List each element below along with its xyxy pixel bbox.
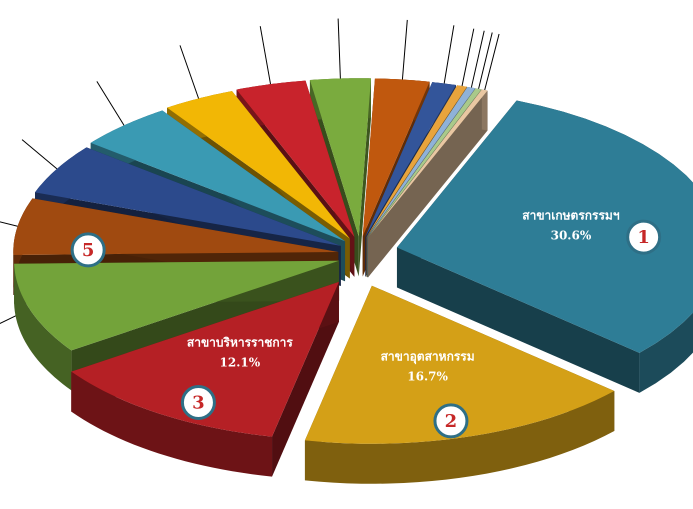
pie-slice-10-top — [309, 78, 372, 237]
leader-line-11 — [401, 19, 408, 80]
slice-labels: สาขาเกษตรกรรมฯ 30.6% สาขาอุตสาหกรรม 16.7% สา… — [187, 209, 620, 384]
pie-slice-3-side-a — [272, 281, 339, 477]
slice-label-2: สาขาอุตสาหกรรม — [381, 349, 475, 364]
rank-badge-circle — [180, 385, 216, 421]
pie-slice-15-top — [367, 88, 482, 238]
pie-slice-4-rim — [14, 263, 72, 391]
slice-percent-1: 30.6% — [551, 229, 592, 243]
pie-slice-3-top — [71, 281, 339, 437]
pie-slice-6-top — [35, 147, 341, 246]
leader-line-15 — [478, 32, 493, 89]
rank-badge-number: 1 — [637, 227, 650, 248]
pie-slice-4-top — [14, 260, 340, 351]
rank-badge-number: 5 — [82, 240, 95, 261]
pie-slice-11-top — [362, 78, 430, 237]
slice-percent-2: 16.7% — [407, 369, 448, 383]
rank-badge-circle — [433, 403, 469, 439]
leader-line-7 — [96, 81, 125, 126]
leader-line-10 — [337, 18, 341, 79]
leader-line-9 — [259, 26, 272, 85]
pie-slice-16-rim — [481, 89, 488, 131]
rank-badge-1: 1 — [626, 219, 662, 255]
slice-percent-3: 12.1% — [220, 355, 261, 369]
leader-line-14 — [470, 30, 485, 88]
rank-badge-3: 3 — [180, 385, 216, 421]
pie-slice-14-top — [367, 86, 476, 238]
pie-slice-2 — [304, 285, 615, 484]
pie-slice-7-top — [90, 110, 346, 242]
pie-slice-1 — [396, 100, 693, 393]
pie-slice-2-top — [304, 285, 615, 444]
pie-slice-2-rim — [304, 390, 615, 484]
pie-slice-16-side-b — [367, 90, 488, 278]
leader-line-5 — [0, 221, 18, 227]
pie-slice-13-top — [366, 85, 467, 238]
leader-line-13 — [461, 28, 475, 87]
slice-label-1: สาขาเกษตรกรรมฯ — [522, 209, 620, 223]
slice-label-3: สาขาบริหารราชการ — [187, 335, 293, 349]
pie-slice-16 — [367, 89, 488, 278]
rank-badge-circle — [70, 232, 106, 268]
pie-slice-8-top — [167, 91, 350, 239]
pie-slices — [13, 78, 693, 484]
pie-slice-16-top — [367, 89, 488, 238]
leader-line-8 — [179, 45, 200, 99]
leader-line-12 — [443, 25, 455, 84]
rank-badge-number: 2 — [445, 411, 458, 432]
pie-slice-1-top — [396, 100, 693, 353]
rank-badge-circle — [626, 219, 662, 255]
leader-line-6 — [21, 139, 58, 170]
pie-slice-10-side-b — [358, 78, 372, 277]
leader-lines — [0, 18, 500, 324]
pie-slice-3-rim — [71, 371, 273, 477]
rank-badge-5: 5 — [70, 232, 106, 268]
rank-badges: 1 2 3 5 — [70, 219, 662, 439]
rank-badge-number: 3 — [192, 393, 205, 414]
leader-line-16 — [484, 33, 500, 91]
pie-slice-1-side-b — [396, 247, 640, 393]
rank-badge-2: 2 — [433, 403, 469, 439]
pie-slice-9-top — [236, 80, 355, 237]
pie-slice-3 — [71, 281, 339, 477]
pie-slice-12-top — [365, 82, 457, 237]
